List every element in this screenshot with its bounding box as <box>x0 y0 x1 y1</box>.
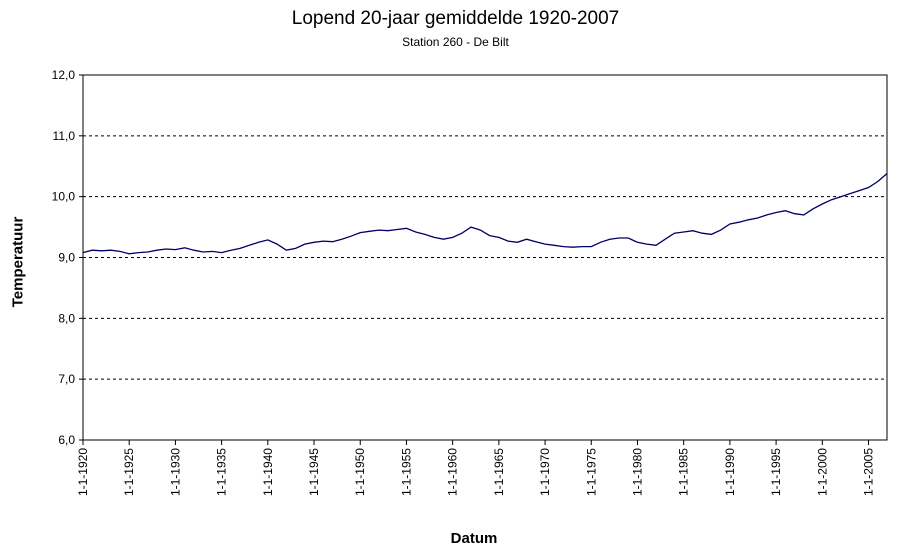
y-axis-ticks: 6,0 7,0 8,0 9,0 10,0 11,0 12,0 <box>52 68 83 447</box>
x-tick-label: 1-1-1995 <box>769 448 783 496</box>
chart-subtitle: Station 260 - De Bilt <box>402 35 509 49</box>
x-tick-label: 1-1-1945 <box>307 448 321 496</box>
x-axis-ticks: 1-1-1920 1-1-1925 1-1-1930 1-1-1935 1-1-1940… <box>76 440 876 496</box>
x-tick-label: 1-1-1985 <box>677 448 691 496</box>
x-tick-label: 1-1-1920 <box>76 448 90 496</box>
y-tick-label: 10,0 <box>52 190 76 204</box>
grid-lines <box>83 135 887 380</box>
x-tick-label: 1-1-1955 <box>399 448 413 496</box>
y-tick-label: 11,0 <box>53 129 76 143</box>
x-tick-label: 1-1-1965 <box>492 448 506 496</box>
x-tick-label: 1-1-1975 <box>584 448 598 496</box>
x-tick-label: 1-1-1990 <box>723 448 737 496</box>
series-group <box>82 173 888 255</box>
x-tick-label: 1-1-1960 <box>446 448 460 496</box>
x-tick-label: 1-1-1980 <box>630 448 644 496</box>
y-tick-label: 8,0 <box>58 311 75 325</box>
x-tick-label: 1-1-1970 <box>538 448 552 496</box>
x-tick-label: 1-1-1930 <box>168 448 182 496</box>
x-tick-label: 1-1-1925 <box>122 448 136 496</box>
x-tick-label: 1-1-1950 <box>353 448 367 496</box>
y-tick-label: 7,0 <box>58 372 75 386</box>
x-tick-label: 1-1-1935 <box>215 448 229 496</box>
x-tick-label: 1-1-2000 <box>815 448 829 496</box>
y-tick-label: 12,0 <box>52 68 76 82</box>
x-axis-label: Datum <box>450 530 498 547</box>
series-line <box>82 173 888 255</box>
y-tick-label: 9,0 <box>58 251 75 265</box>
y-tick-label: 6,0 <box>58 433 75 447</box>
chart-title: Lopend 20-jaar gemiddelde 1920-2007 <box>291 8 620 29</box>
x-tick-label: 1-1-2005 <box>862 448 876 496</box>
x-tick-label: 1-1-1940 <box>261 448 275 496</box>
